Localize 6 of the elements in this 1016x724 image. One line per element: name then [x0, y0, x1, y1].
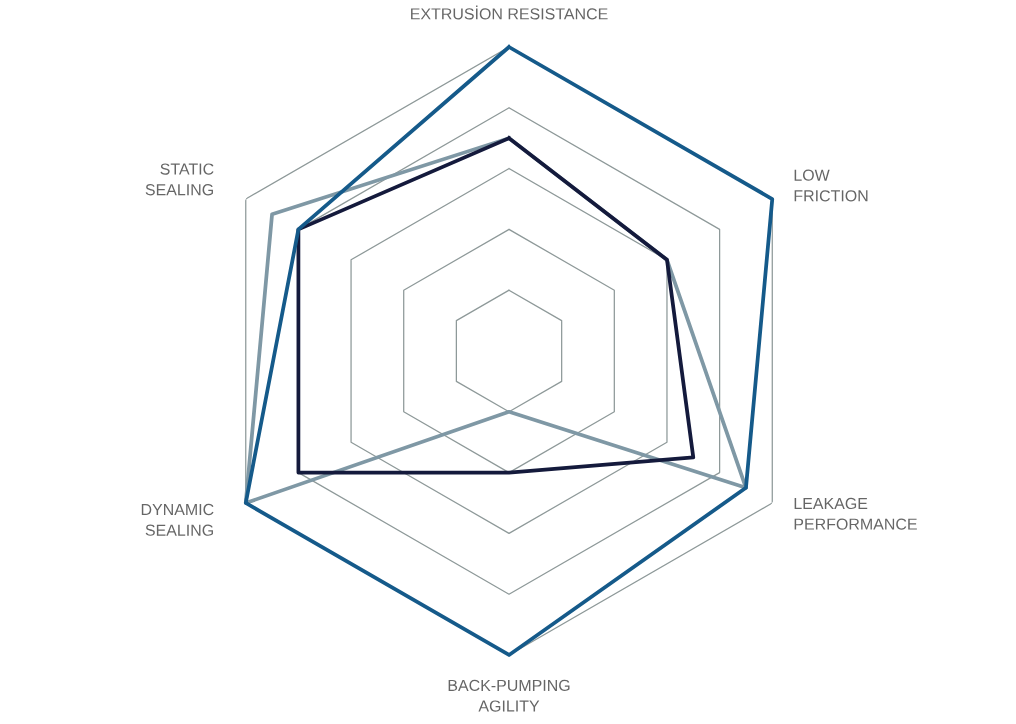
spoke-label: DYNAMIC SEALING [141, 503, 214, 536]
spoke-label: EXTRUSİON RESISTANCE [411, 5, 608, 20]
spoke-label: LOW FRICTION [794, 169, 868, 202]
spoke-label: LEAKAGE PERFORMANCE [794, 497, 917, 530]
spoke-label: BACK-PUMPING AGILITY [448, 679, 570, 712]
spoke-label: STATIC SEALING [145, 163, 214, 196]
